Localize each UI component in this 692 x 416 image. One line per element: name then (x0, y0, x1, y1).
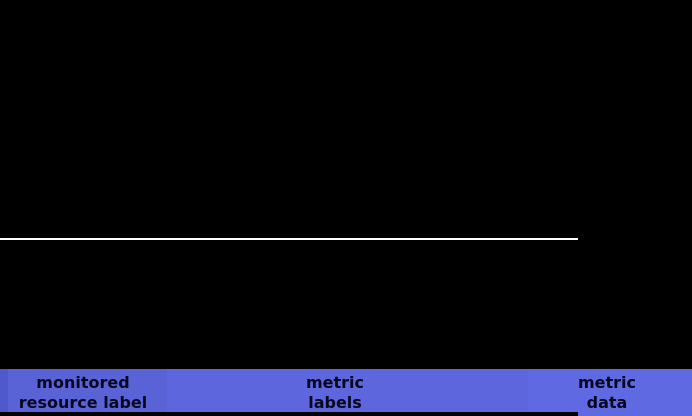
metric-data-text: metric data (577, 373, 637, 412)
annotation-segment-edge-strip (0, 369, 8, 412)
annotation-segment-metric-data-extension (578, 412, 692, 416)
annotation-segment-monitored-resource-label (8, 369, 167, 412)
annotation-segment-metric-labels (167, 369, 528, 412)
monitored-resource-label-text: monitored resource label (18, 373, 148, 412)
metric-labels-text: metric labels (305, 373, 365, 412)
annotation-segment-metric-data (528, 369, 692, 412)
separator-line (0, 238, 578, 240)
annotation-bar: monitored resource label metric labels m… (0, 369, 692, 416)
